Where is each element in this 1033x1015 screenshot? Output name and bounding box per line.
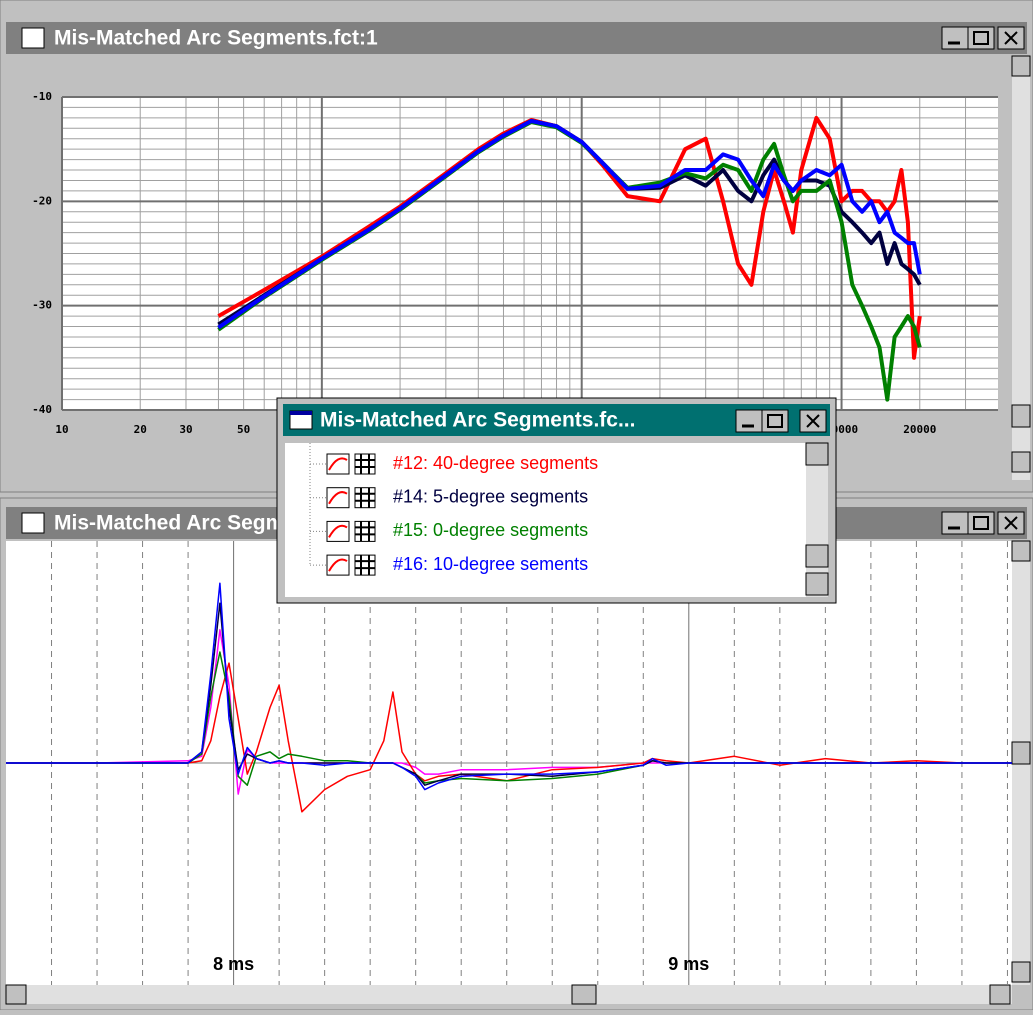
x-tick-label: 10 bbox=[55, 423, 68, 436]
close-glyph bbox=[806, 414, 820, 428]
legend-entry: #15: 0-degree segments bbox=[393, 520, 588, 540]
curve-icon bbox=[326, 487, 350, 509]
grid-icon-lines bbox=[355, 521, 375, 542]
scroll-thumb[interactable] bbox=[571, 984, 597, 1005]
window-title: Mis-Matched Arc Segments.fc... bbox=[320, 409, 635, 432]
grid-icon-lines bbox=[355, 555, 375, 576]
title-bar bbox=[6, 22, 1027, 54]
maximize-button[interactable] bbox=[967, 26, 995, 50]
x-tick-label: 30 bbox=[179, 423, 192, 436]
window-title: Mis-Matched Arc Segments bbox=[54, 512, 327, 535]
grid-icon bbox=[354, 453, 376, 475]
scroll-up[interactable] bbox=[805, 442, 829, 466]
scroll-thumb[interactable] bbox=[805, 544, 829, 568]
curve-icon-line bbox=[328, 558, 348, 572]
minimize-button[interactable] bbox=[941, 26, 969, 50]
y-tick-label: -40 bbox=[32, 403, 52, 416]
scroll-up[interactable] bbox=[1011, 55, 1031, 77]
y-tick-label: -30 bbox=[32, 299, 52, 312]
scroll-thumb[interactable] bbox=[1011, 741, 1031, 765]
grid-icon-lines bbox=[355, 454, 375, 474]
y-tick-label: -20 bbox=[32, 194, 52, 207]
window-buttons[interactable] bbox=[941, 511, 1025, 535]
legend-entry: #14: 5-degree segments bbox=[393, 486, 588, 506]
top-window: Mis-Matched Arc Segments.fct:1 10 20 30 50 1… bbox=[0, 0, 1033, 493]
scroll-right[interactable] bbox=[989, 984, 1011, 1005]
grid-icon-lines bbox=[355, 487, 375, 508]
x-tick-label: 20 bbox=[134, 423, 147, 436]
curve-icon bbox=[326, 453, 350, 475]
scroll-down[interactable] bbox=[1011, 961, 1031, 983]
legend-entry: #16: 10-degree sements bbox=[393, 554, 588, 574]
legend-window: Mis-Matched Arc Segments.fc... #12: 40-d… bbox=[276, 397, 837, 604]
x-tick-label: 50 bbox=[237, 423, 250, 436]
scroll-track[interactable] bbox=[6, 985, 1012, 1004]
grid-icon bbox=[354, 520, 376, 542]
scroll-track[interactable] bbox=[1012, 56, 1030, 480]
window-icon-bar bbox=[290, 411, 312, 415]
curve-icon bbox=[326, 520, 350, 542]
vertical-scrollbar[interactable] bbox=[1011, 55, 1031, 480]
maximize-button[interactable] bbox=[967, 511, 995, 535]
minimize-button[interactable] bbox=[941, 511, 969, 535]
window-buttons[interactable] bbox=[735, 409, 827, 433]
minimize-button[interactable] bbox=[735, 409, 763, 433]
maximize-button[interactable] bbox=[761, 409, 789, 433]
x-tick-label: 20000 bbox=[903, 423, 936, 436]
window-title: Mis-Matched Arc Segments.fct:1 bbox=[54, 27, 378, 50]
y-tick-label: -10 bbox=[32, 90, 52, 103]
legend-entry: #12: 40-degree segments bbox=[393, 453, 598, 473]
maximize-glyph bbox=[973, 31, 989, 45]
scroll-thumb[interactable] bbox=[1011, 404, 1031, 428]
scroll-down[interactable] bbox=[1011, 451, 1031, 473]
vertical-scrollbar[interactable] bbox=[1011, 540, 1031, 985]
vertical-scrollbar[interactable] bbox=[805, 442, 829, 597]
scroll-up[interactable] bbox=[1011, 540, 1031, 562]
grid-icon bbox=[354, 487, 376, 509]
close-glyph bbox=[1004, 31, 1018, 45]
curve-icon-line bbox=[328, 457, 348, 471]
window-buttons[interactable] bbox=[941, 26, 1025, 50]
horizontal-scrollbar[interactable] bbox=[5, 984, 1012, 1005]
window-icon bbox=[21, 512, 45, 534]
close-glyph bbox=[1004, 516, 1018, 530]
curve-icon-line bbox=[328, 491, 348, 505]
x-tick-label: 9 ms bbox=[668, 954, 709, 974]
series-line bbox=[6, 662, 1012, 813]
window-icon bbox=[21, 27, 45, 49]
series-line bbox=[6, 582, 1012, 791]
series-line bbox=[217, 119, 922, 330]
maximize-glyph bbox=[973, 516, 989, 530]
scroll-down[interactable] bbox=[805, 572, 829, 596]
grid-icon bbox=[354, 554, 376, 576]
scroll-left[interactable] bbox=[5, 984, 27, 1005]
x-tick-label: 8 ms bbox=[213, 954, 254, 974]
maximize-glyph bbox=[767, 414, 783, 428]
curve-icon bbox=[326, 554, 350, 576]
curve-icon-line bbox=[328, 524, 348, 538]
